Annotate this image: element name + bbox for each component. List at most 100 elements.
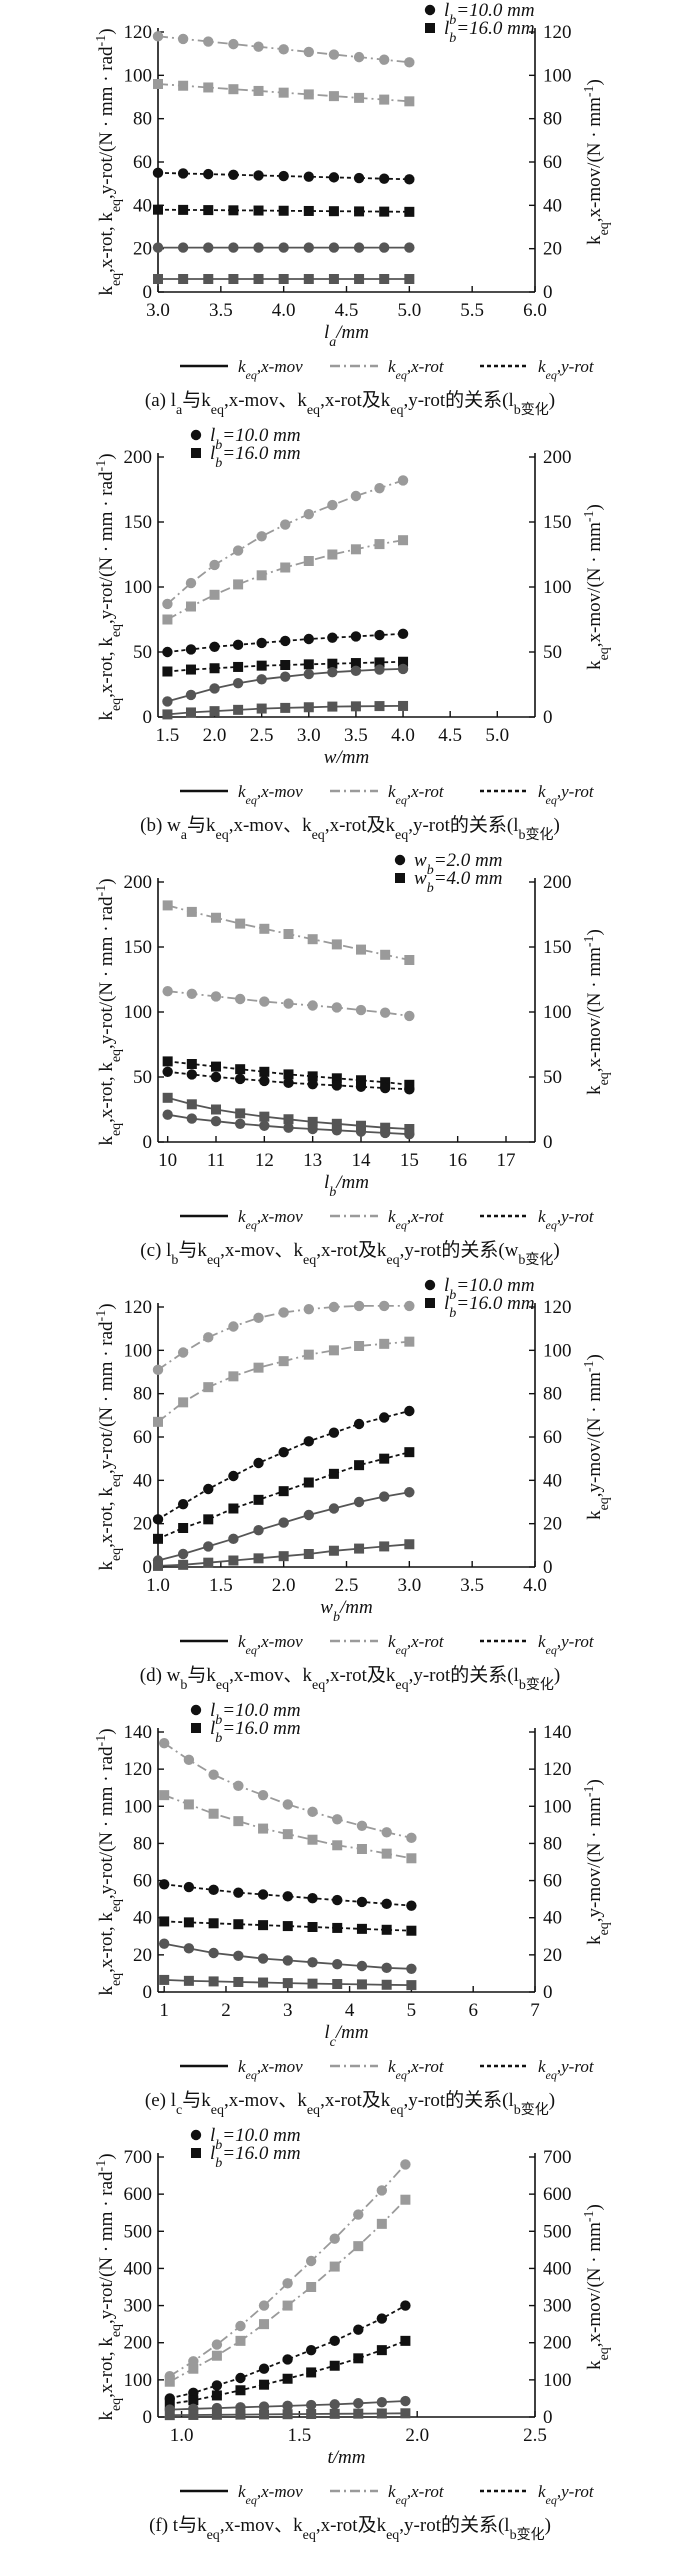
y-left-tick-label: 40: [133, 195, 152, 216]
data-point: [185, 689, 197, 701]
data-point: [178, 204, 189, 215]
data-point: [354, 274, 365, 284]
data-point: [328, 206, 339, 217]
data-point: [376, 2185, 388, 2196]
data-point: [354, 206, 365, 217]
data-point: [183, 1917, 194, 1928]
data-point: [186, 1113, 198, 1124]
caption: (f) t与keq,x-mov、keq,x-rot及keq,y-rot的关系(l…: [149, 2514, 551, 2543]
series-1: [158, 1737, 417, 1844]
data-point: [253, 1553, 264, 1564]
x-tick-label: 4.5: [438, 725, 462, 746]
data-point: [278, 205, 289, 216]
data-point: [235, 2409, 246, 2420]
data-point: [188, 2363, 199, 2374]
data-point: [327, 499, 338, 511]
data-point: [350, 658, 361, 669]
data-point: [153, 79, 163, 89]
x-tick-label: 5: [407, 2000, 417, 2021]
series-2: [162, 986, 415, 1022]
data-point: [353, 242, 365, 253]
data-point: [177, 1498, 189, 1510]
data-point: [328, 1503, 340, 1514]
data-point: [233, 579, 244, 590]
x-tick-label: 15: [400, 1150, 419, 1171]
series-line: [157, 1304, 410, 1371]
data-point: [379, 54, 390, 65]
y-left-tick-label: 0: [143, 1982, 153, 2003]
series-6: [153, 1539, 415, 1571]
data-point: [379, 1412, 390, 1423]
key-label: keq,y-rot: [538, 357, 595, 382]
key-label: keq,x-rot: [388, 2482, 445, 2507]
data-point: [307, 1806, 318, 1818]
data-point: [177, 33, 189, 45]
data-point: [307, 1978, 318, 1989]
legend-marker: [425, 23, 435, 33]
data-point: [404, 96, 415, 107]
data-point: [328, 242, 340, 253]
data-point: [379, 242, 390, 253]
data-point: [233, 1887, 244, 1898]
data-point: [332, 1894, 343, 1906]
data-point: [353, 1300, 365, 1312]
legend-marker: [191, 448, 201, 458]
y-left-tick-label: 0: [143, 1132, 153, 1153]
legend-label: lb=10.0 mm: [210, 425, 301, 453]
data-point: [228, 169, 239, 180]
data-point: [404, 206, 415, 217]
y-left-axis-label: keq,x-rot, keq,y-rot/(N · mm · rad-1): [94, 453, 124, 720]
x-tick-label: 4: [345, 2000, 355, 2021]
data-point: [331, 1080, 343, 1091]
data-point: [406, 1853, 417, 1864]
y-right-tick-label: 60: [543, 1427, 562, 1448]
y-left-axis-label: keq,x-rot, keq,y-rot/(N · mm · rad-1): [94, 878, 124, 1145]
key-label: keq,x-mov: [238, 2482, 303, 2507]
caption: (a) la与keq,x-mov、keq,x-rot及keq,y-rot的关系(…: [145, 389, 555, 418]
data-point: [303, 46, 314, 58]
y-left-tick-label: 100: [124, 577, 153, 598]
x-tick-label: 1.5: [209, 1575, 233, 1596]
data-point: [353, 2241, 364, 2252]
y-right-tick-label: 700: [543, 2147, 572, 2168]
data-point: [404, 57, 415, 68]
data-point: [303, 1436, 314, 1447]
data-point: [303, 89, 314, 100]
data-point: [280, 702, 291, 713]
y-right-tick-label: 200: [543, 872, 572, 893]
data-point: [331, 1125, 343, 1136]
data-point: [203, 82, 214, 93]
y-right-axis-label: keq,x-mov/(N · mm-1): [582, 79, 612, 245]
data-point: [328, 1468, 339, 1479]
y-right-tick-label: 200: [543, 2333, 572, 2354]
data-point: [282, 1921, 293, 1932]
data-point: [282, 2300, 293, 2311]
data-point: [253, 1362, 264, 1373]
data-point: [406, 1980, 417, 1991]
data-point: [185, 664, 196, 675]
data-point: [256, 637, 267, 649]
legend-marker: [190, 1704, 202, 1716]
series-line: [164, 1920, 412, 1932]
data-point: [159, 1974, 170, 1985]
key-label: keq,x-rot: [388, 357, 445, 382]
y-right-axis-label: keq,y-mov/(N · mm-1): [582, 1779, 612, 1945]
data-point: [153, 1416, 163, 1427]
y-left-tick-label: 140: [124, 1722, 153, 1743]
data-point: [162, 986, 173, 997]
series-2: [159, 1790, 417, 1864]
data-point: [178, 274, 189, 284]
x-tick-label: 1.5: [156, 725, 180, 746]
chart-panel-6: 0 0 100 100 200 200 300 300 400 400 500 500 600 600 70…: [94, 2125, 612, 2543]
y-left-tick-label: 20: [133, 239, 152, 260]
data-point: [259, 2409, 270, 2420]
data-point: [162, 666, 173, 677]
data-point: [164, 2376, 175, 2387]
y-right-tick-label: 50: [543, 1067, 562, 1088]
data-point: [233, 1919, 244, 1930]
data-point: [307, 1123, 318, 1135]
data-point: [303, 242, 314, 253]
series-6: [164, 2408, 411, 2421]
data-point: [228, 1321, 239, 1332]
data-point: [331, 939, 342, 950]
